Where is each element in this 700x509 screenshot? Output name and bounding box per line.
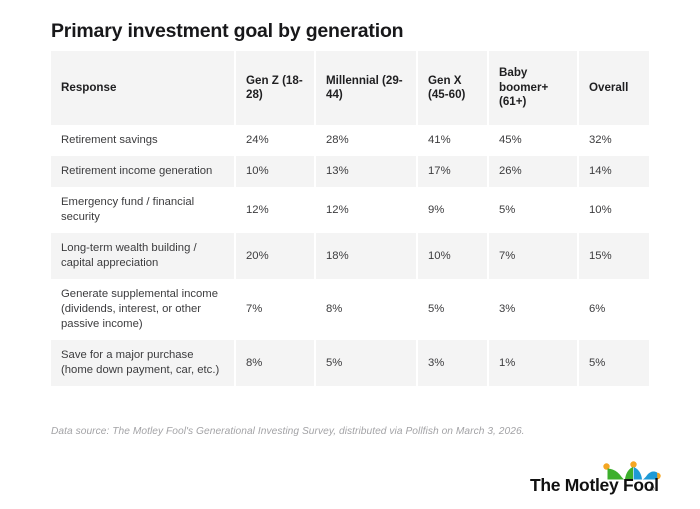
table-header: Response Gen Z (18-28) Millennial (29-44… (51, 51, 649, 125)
cell-millennial: 18% (316, 233, 418, 279)
cell-gen-x: 5% (418, 279, 489, 340)
page-title: Primary investment goal by generation (51, 20, 404, 42)
jester-cap-right-blue-icon (642, 471, 658, 480)
column-header-gen-x: Gen X (45-60) (418, 51, 489, 125)
table-row: Retirement income generation 10% 13% 17%… (51, 156, 649, 187)
column-header-gen-z: Gen Z (18-28) (236, 51, 316, 125)
cell-overall: 14% (579, 156, 649, 187)
jester-cap-center-blue-icon (633, 467, 642, 480)
cell-gen-x: 9% (418, 187, 489, 233)
cell-response: Generate supplemental income (dividends,… (51, 279, 236, 340)
cell-overall: 5% (579, 340, 649, 386)
cell-baby-boomer: 45% (489, 125, 579, 156)
cell-millennial: 12% (316, 187, 418, 233)
cell-overall: 15% (579, 233, 649, 279)
column-header-baby-boomer: Baby boomer+ (61+) (489, 51, 579, 125)
logo-trademark: ® (650, 486, 655, 493)
investment-goal-table: Response Gen Z (18-28) Millennial (29-44… (51, 51, 649, 386)
jester-bell-left-icon (603, 463, 610, 470)
cell-overall: 32% (579, 125, 649, 156)
logo-svg: The Motley Fool ® (530, 461, 661, 495)
cell-response: Retirement savings (51, 125, 236, 156)
column-header-millennial: Millennial (29-44) (316, 51, 418, 125)
cell-gen-x: 3% (418, 340, 489, 386)
cell-gen-z: 20% (236, 233, 316, 279)
logo-wordmark: The Motley Fool (530, 475, 659, 495)
cell-gen-z: 10% (236, 156, 316, 187)
cell-baby-boomer: 5% (489, 187, 579, 233)
cell-response: Long-term wealth building / capital appr… (51, 233, 236, 279)
cell-response: Save for a major purchase (home down pay… (51, 340, 236, 386)
cell-baby-boomer: 1% (489, 340, 579, 386)
the-motley-fool-logo: The Motley Fool ® (530, 458, 662, 498)
cell-gen-x: 10% (418, 233, 489, 279)
cell-gen-z: 12% (236, 187, 316, 233)
cell-gen-z: 8% (236, 340, 316, 386)
cell-overall: 10% (579, 187, 649, 233)
cell-overall: 6% (579, 279, 649, 340)
cell-response: Emergency fund / financial security (51, 187, 236, 233)
cell-millennial: 28% (316, 125, 418, 156)
table-row: Save for a major purchase (home down pay… (51, 340, 649, 386)
cell-millennial: 8% (316, 279, 418, 340)
cell-millennial: 5% (316, 340, 418, 386)
cell-millennial: 13% (316, 156, 418, 187)
table-row: Generate supplemental income (dividends,… (51, 279, 649, 340)
data-source-note: Data source: The Motley Fool's Generatio… (51, 426, 525, 437)
table-row: Long-term wealth building / capital appr… (51, 233, 649, 279)
jester-cap-center-green-icon (625, 467, 633, 480)
table-row: Retirement savings 24% 28% 41% 45% 32% (51, 125, 649, 156)
table-header-row: Response Gen Z (18-28) Millennial (29-44… (51, 51, 649, 125)
cell-gen-z: 7% (236, 279, 316, 340)
cell-gen-z: 24% (236, 125, 316, 156)
jester-bell-middle-icon (630, 461, 637, 468)
table-row: Emergency fund / financial security 12% … (51, 187, 649, 233)
investment-goal-table-wrap: Response Gen Z (18-28) Millennial (29-44… (51, 51, 649, 386)
cell-response: Retirement income generation (51, 156, 236, 187)
column-header-overall: Overall (579, 51, 649, 125)
cell-gen-x: 41% (418, 125, 489, 156)
cell-baby-boomer: 7% (489, 233, 579, 279)
cell-gen-x: 17% (418, 156, 489, 187)
cell-baby-boomer: 26% (489, 156, 579, 187)
table-body: Retirement savings 24% 28% 41% 45% 32% R… (51, 125, 649, 386)
jester-cap-left-green-icon (607, 468, 625, 480)
column-header-response: Response (51, 51, 236, 125)
cell-baby-boomer: 3% (489, 279, 579, 340)
